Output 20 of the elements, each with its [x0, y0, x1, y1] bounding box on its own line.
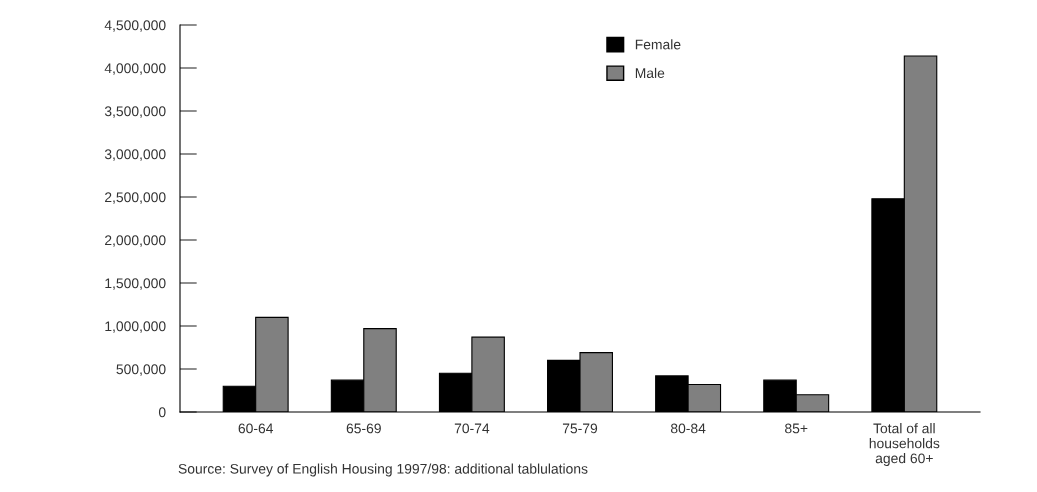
- y-tick-label: 1,500,000: [105, 278, 166, 290]
- x-tick-label: Total of all households aged 60+: [869, 423, 940, 466]
- x-tick-label: 80-84: [670, 423, 706, 434]
- y-tick-label: 0: [158, 407, 166, 418]
- legend-label: Female: [635, 39, 681, 50]
- y-tick-label: 3,000,000: [104, 149, 166, 161]
- y-tick-label: 4,000,000: [104, 63, 166, 75]
- x-tick-label: 85+: [785, 423, 808, 434]
- legend-label: Male: [635, 67, 665, 79]
- y-tick-label: 4,500,000: [104, 20, 166, 32]
- x-tick-label: 65-69: [346, 423, 381, 434]
- x-tick-label: 75-79: [562, 423, 598, 434]
- y-tick-label: 3,500,000: [104, 106, 166, 118]
- y-tick-label: 500,000: [116, 364, 166, 376]
- x-tick-label: 70-74: [454, 423, 490, 434]
- y-tick-label: 2,500,000: [105, 192, 166, 204]
- y-tick-label: 1,000,000: [105, 321, 166, 333]
- x-tick-label: 60-64: [238, 423, 274, 434]
- source-note: Source: Survey of English Housing 1997/98: additional tablulations: [178, 463, 588, 477]
- y-tick-label: 2,000,000: [105, 235, 166, 247]
